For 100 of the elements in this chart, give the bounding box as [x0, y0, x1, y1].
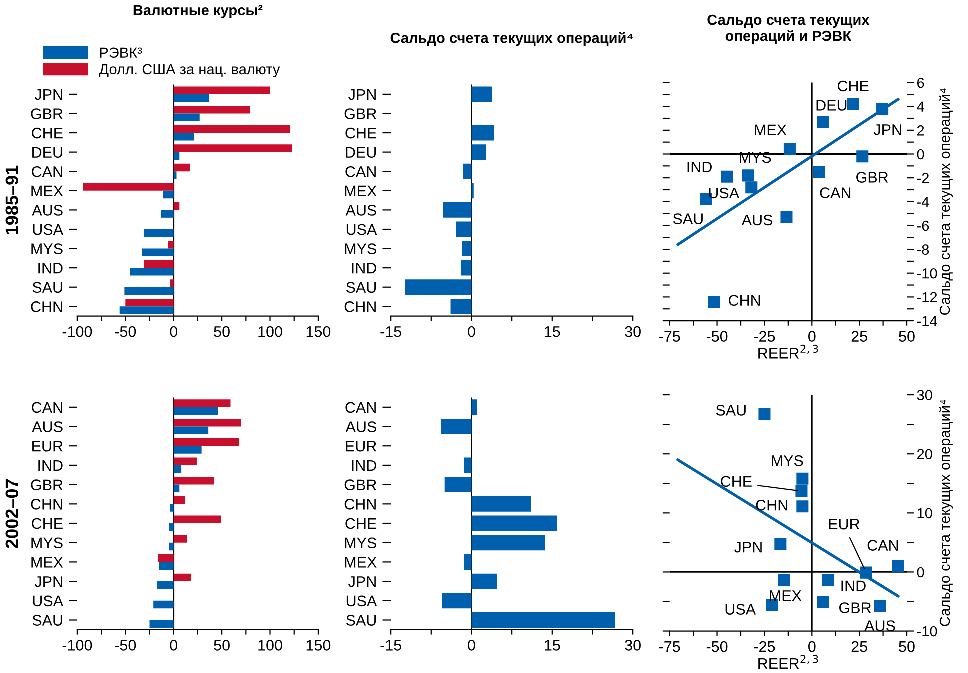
y-tick-label: AUS: [346, 205, 376, 216]
y-tick-label: -10: [917, 268, 938, 279]
x-tick-label: 100: [258, 640, 282, 651]
x-tick-label: -100: [62, 640, 92, 651]
bar: [174, 133, 194, 141]
x-tick-label: 15: [545, 326, 560, 338]
point: [817, 596, 830, 608]
x-tick-label: 50: [214, 640, 230, 651]
bar: [170, 280, 174, 288]
x-tick-label: -50: [115, 640, 136, 651]
bar: [405, 280, 472, 296]
annotation: CHN: [756, 500, 788, 511]
annotation: AUS: [864, 620, 896, 632]
annotation: CHE: [721, 476, 752, 488]
y-tick-label: MYS: [345, 538, 376, 549]
bar: [159, 562, 174, 570]
bar: [462, 241, 472, 257]
bar: [158, 554, 174, 562]
y-tick-label: 0: [917, 567, 924, 578]
y-tick-label: MEX: [345, 186, 377, 196]
x-tick-label: 150: [306, 640, 331, 651]
x-tick-label: 0: [808, 641, 816, 652]
y-tick-label: IND: [38, 263, 63, 274]
x-tick-label: -75: [659, 642, 680, 652]
y-axis-title: 1985–91: [6, 166, 19, 235]
y-tick-label: CHE: [346, 518, 377, 530]
bar: [83, 183, 174, 191]
x-tick-label: 50: [899, 331, 915, 342]
bar: [472, 125, 494, 141]
bar: [174, 172, 177, 180]
bar: [174, 477, 214, 485]
bar: [142, 248, 174, 257]
chart-title: Сальдо счета текущих операций⁴: [390, 32, 634, 46]
bar: [174, 465, 182, 474]
annotation: DEU: [816, 100, 847, 111]
bar: [460, 260, 472, 276]
bar: [174, 438, 240, 446]
bar: [442, 593, 472, 609]
bar: [174, 516, 222, 524]
y-tick-label: -6: [917, 220, 930, 232]
bar: [174, 426, 209, 435]
point: [796, 500, 809, 513]
annotation: JPN: [734, 542, 762, 553]
bar: [174, 574, 192, 582]
x-tick-label: -25: [754, 331, 776, 342]
y-tick-label: IND: [352, 263, 376, 274]
bar: [174, 484, 180, 493]
y-tick-label: IND: [38, 460, 63, 471]
x-tick-label: 100: [258, 326, 282, 338]
y-tick-label: -8: [917, 244, 930, 255]
y-axis-title: Сальдо счета текущих операций⁴: [939, 400, 954, 626]
y-tick-label: GBR: [344, 480, 376, 490]
y-tick-label: USA: [346, 596, 378, 607]
y-tick-label: AUS: [32, 205, 63, 216]
point: [796, 485, 808, 498]
y-tick-label: JPN: [348, 576, 376, 588]
point: [721, 170, 734, 183]
x-tick-label: 150: [306, 326, 331, 338]
x-tick-label: 0: [808, 331, 816, 342]
bar: [163, 190, 174, 199]
point: [876, 102, 889, 115]
x-axis-title: REER$^{2,3}$: [758, 655, 818, 669]
y-tick-label: GBR: [31, 108, 63, 120]
chart-title: Валютные курсы²: [134, 5, 263, 18]
bar: [174, 400, 231, 408]
bar: [472, 496, 532, 512]
point: [892, 560, 904, 572]
annotation: MEX: [755, 124, 787, 136]
bar: [464, 458, 472, 474]
bar: [174, 106, 250, 114]
point: [817, 116, 830, 128]
y-tick-label: JPN: [34, 576, 62, 588]
annotation: SAU: [673, 214, 703, 224]
x-tick-label: -50: [115, 326, 136, 338]
bar: [174, 125, 291, 134]
bar: [456, 222, 472, 238]
y-tick-label: -12: [917, 292, 938, 302]
point: [746, 182, 758, 194]
annotation: MYS: [772, 456, 804, 466]
legend-label: Долл. США за нац. валюту: [99, 64, 280, 78]
bar: [472, 516, 558, 532]
bar: [169, 524, 174, 532]
y-tick-label: SAU: [346, 282, 376, 294]
annotation: IND: [842, 580, 866, 592]
bar: [174, 202, 180, 210]
y-axis-title: Сальдо счета текущих операций⁴: [939, 88, 954, 316]
bar: [441, 419, 472, 435]
annotation: USA: [709, 188, 740, 199]
bar: [472, 400, 478, 416]
bar: [472, 535, 546, 551]
y-tick-label: CHE: [32, 518, 63, 530]
x-tick-label: -15: [380, 640, 402, 651]
bar: [174, 496, 186, 504]
x-tick-label: -50: [706, 641, 728, 652]
annotation: MEX: [770, 590, 802, 602]
x-tick-label: -100: [62, 326, 92, 338]
point: [812, 166, 825, 178]
y-tick-label: MEX: [32, 186, 64, 196]
y-tick-label: 0: [917, 149, 924, 160]
bar: [174, 407, 218, 416]
